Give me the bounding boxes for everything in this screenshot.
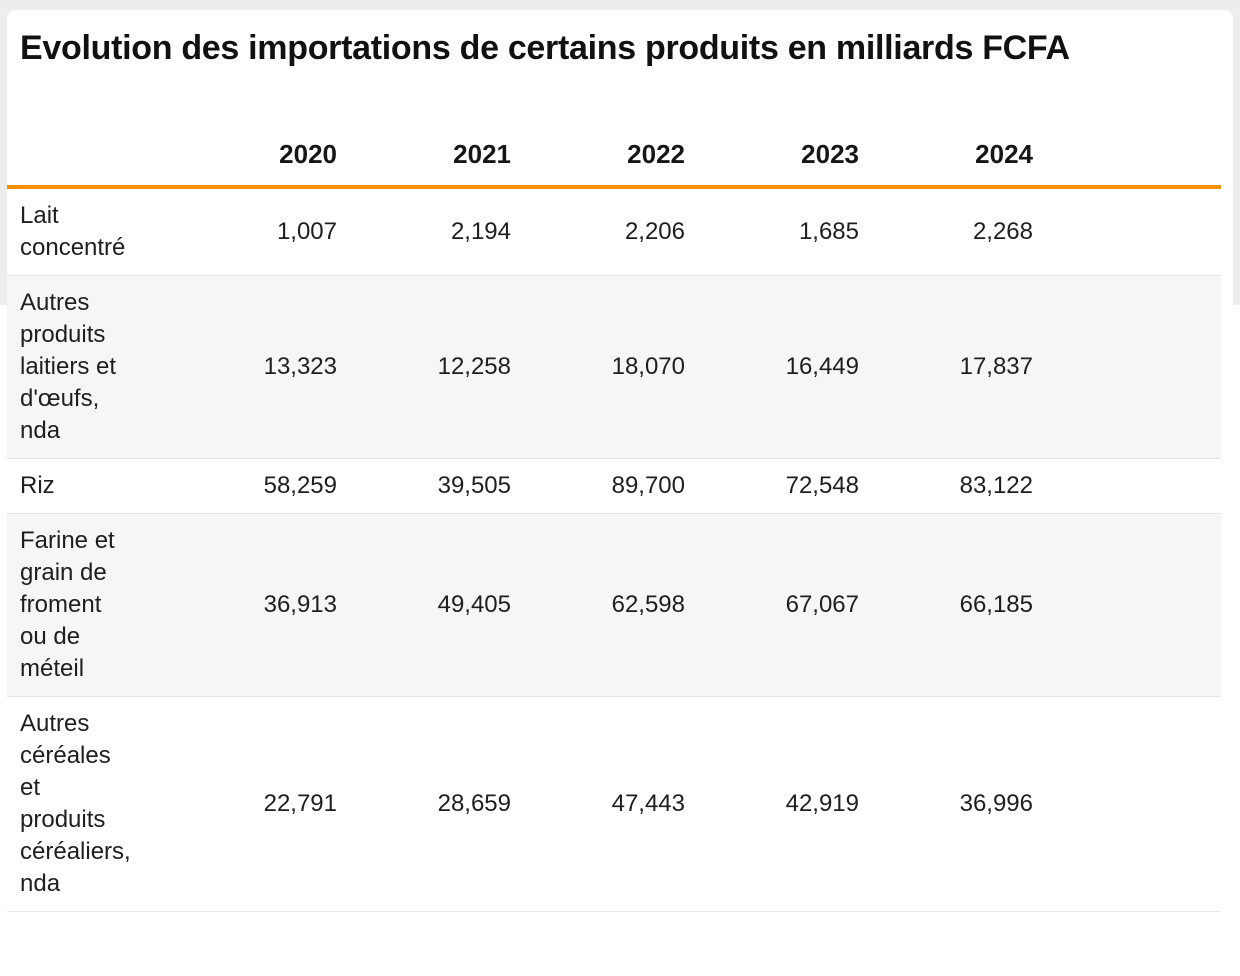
value-cell: 62,598	[611, 591, 685, 618]
value-cell: 16,449	[785, 353, 859, 380]
product-label: Lait concentré	[20, 202, 126, 261]
data-table: 2020 2021 2022 2023 2024 Lait concentré 1,007…	[7, 139, 1221, 912]
value-cell: 2,194	[450, 218, 511, 245]
value-cell: 1,007	[276, 218, 337, 245]
header-row: 2020 2021 2022 2023 2024	[7, 139, 1221, 189]
year-column-header: 2020	[237, 139, 337, 189]
value-cell: 22,791	[263, 790, 337, 817]
value-cell: 72,548	[785, 472, 859, 499]
chart-title: Evolution des importations de certains p…	[20, 29, 1070, 67]
value-cell: 47,443	[611, 790, 685, 817]
value-cell: 18,070	[611, 353, 685, 380]
table-row: Autres céréales et produits céréaliers, …	[7, 696, 1221, 912]
value-cell: 66,185	[959, 591, 1033, 618]
filler-cell	[1033, 276, 1221, 459]
year-column-header: 2022	[511, 139, 685, 189]
value-cell: 28,659	[437, 790, 511, 817]
table-body: Lait concentré 1,007 2,194 2,206 1,685 2,268 A…	[7, 187, 1221, 912]
product-label: Riz	[20, 472, 55, 499]
value-cell: 13,323	[263, 353, 337, 380]
table-row: Farine et grain de froment ou de méteil 3…	[7, 513, 1221, 697]
value-cell: 42,919	[785, 790, 859, 817]
year-column-header: 2023	[685, 139, 859, 189]
value-cell: 83,122	[959, 472, 1033, 499]
table-header: 2020 2021 2022 2023 2024	[7, 139, 1221, 189]
year-column-header: 2024	[859, 139, 1033, 189]
filler-cell	[1033, 697, 1221, 912]
value-cell: 89,700	[611, 472, 685, 499]
filler-cell	[1033, 514, 1221, 697]
product-label: Autres céréales et produits céréaliers, …	[20, 710, 131, 897]
table-row: Riz 58,259 39,505 89,700 72,548 83,122	[7, 458, 1221, 514]
filler-header	[1033, 139, 1221, 189]
value-cell: 2,268	[972, 218, 1033, 245]
value-cell: 39,505	[437, 472, 511, 499]
value-cell: 2,206	[624, 218, 685, 245]
content-card: Evolution des importations de certains p…	[7, 10, 1233, 976]
table-row: Autres produits laitiers et d'œufs, nda 1…	[7, 275, 1221, 459]
product-label: Autres produits laitiers et d'œufs, nda	[20, 289, 117, 444]
value-cell: 36,913	[263, 591, 337, 618]
table-row: Lait concentré 1,007 2,194 2,206 1,685 2,268	[7, 187, 1221, 276]
year-column-header: 2021	[337, 139, 511, 189]
value-cell: 17,837	[959, 353, 1033, 380]
product-column-header	[7, 139, 237, 189]
value-cell: 49,405	[437, 591, 511, 618]
filler-cell	[1033, 187, 1221, 276]
filler-cell	[1033, 459, 1221, 514]
value-cell: 36,996	[959, 790, 1033, 817]
value-cell: 67,067	[785, 591, 859, 618]
product-label: Farine et grain de froment ou de méteil	[20, 527, 115, 682]
value-cell: 12,258	[437, 353, 511, 380]
value-cell: 58,259	[263, 472, 337, 499]
value-cell: 1,685	[798, 218, 859, 245]
